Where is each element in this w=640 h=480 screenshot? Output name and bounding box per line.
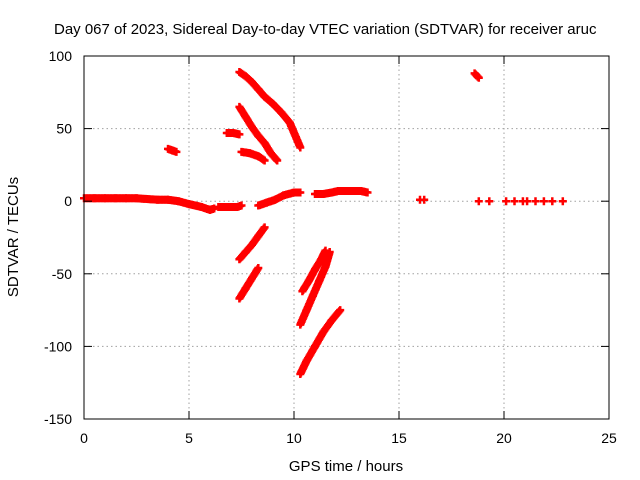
data-point-marker [474,73,483,82]
data-point-marker [548,197,557,206]
data-point-marker [325,248,334,257]
data-points [80,67,567,378]
data-point-marker [539,197,548,206]
chart-title: Day 067 of 2023, Sidereal Day-to-day VTE… [54,21,597,38]
data-point-marker [260,223,269,232]
data-point-marker [237,201,246,210]
axis-ticks: 0 5 10 15 20 25 -150 -100 -50 0 50 100 [44,48,617,446]
y-tick-label: -100 [44,338,72,354]
data-point-marker [296,188,305,197]
data-point-marker [254,263,263,272]
y-tick-label: -150 [44,411,72,427]
y-tick-label: 100 [49,48,73,64]
x-tick-label: 15 [391,430,407,446]
data-point-marker [235,130,244,139]
y-tick-label: -50 [52,266,72,282]
x-tick-label: 10 [286,430,302,446]
data-point-marker [260,156,269,165]
data-point-marker [485,197,494,206]
x-tick-label: 25 [601,430,617,446]
x-tick-label: 5 [185,430,193,446]
y-tick-label: 50 [56,121,72,137]
data-point-marker [296,143,305,152]
data-point-marker [510,197,519,206]
data-point-marker [558,197,567,206]
data-point-marker [502,197,511,206]
data-point-marker [172,147,181,156]
plot-frame [83,55,610,420]
x-tick-label: 0 [80,430,88,446]
y-tick-label: 0 [64,193,72,209]
data-point-marker [273,156,282,165]
data-point-marker [336,306,345,315]
x-axis-title: GPS time / hours [289,458,403,475]
data-point-marker [531,197,540,206]
data-point-marker [363,188,372,197]
data-point-marker [523,197,532,206]
y-axis-title: SDTVAR / TECUs [5,177,22,297]
data-point-marker [474,197,483,206]
data-point-marker [210,204,219,213]
data-point-marker [420,195,429,204]
x-tick-label: 20 [496,430,512,446]
